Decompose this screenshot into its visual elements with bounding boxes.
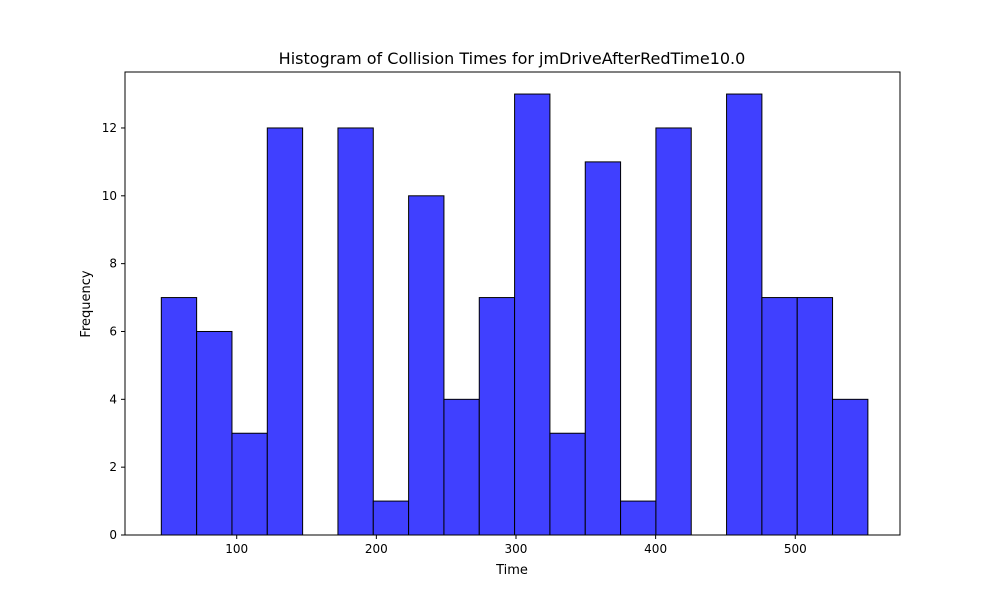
y-axis: 0 2 4 6 8 10 12	[102, 121, 125, 542]
y-tick-label: 0	[109, 528, 117, 542]
x-tick-label: 400	[644, 542, 667, 556]
histogram-bar	[549, 432, 586, 536]
histogram-bar	[761, 297, 798, 536]
bars-group	[160, 93, 869, 536]
histogram-bar	[160, 297, 198, 536]
y-tick-label: 12	[102, 121, 117, 135]
y-tick-label: 2	[109, 460, 117, 474]
x-axis-label: Time	[495, 563, 528, 578]
y-tick-label: 6	[109, 324, 117, 338]
histogram-bar	[443, 398, 480, 536]
histogram-bar	[655, 127, 692, 536]
x-tick-label: 100	[225, 542, 248, 556]
histogram-bar	[372, 500, 410, 536]
x-axis: 100 200 300 400 500	[225, 535, 807, 556]
y-tick-label: 8	[109, 257, 117, 271]
histogram-bar	[196, 330, 233, 536]
histogram-bar	[478, 297, 516, 536]
histogram-bar	[620, 500, 657, 536]
histogram-bar	[266, 127, 304, 536]
plot-frame	[124, 71, 901, 536]
histogram-bar	[796, 297, 834, 536]
histogram-bar	[514, 93, 551, 536]
histogram-bar	[408, 195, 445, 536]
histogram-bar	[231, 432, 268, 536]
histogram-bar	[337, 127, 374, 536]
y-tick-label: 10	[102, 189, 117, 203]
y-tick-label: 4	[109, 392, 117, 406]
chart-title: Histogram of Collision Times for jmDrive…	[279, 49, 746, 68]
histogram-bar	[726, 93, 763, 536]
x-tick-label: 500	[784, 542, 807, 556]
histogram-bar	[832, 398, 869, 536]
x-tick-label: 300	[505, 542, 528, 556]
x-tick-label: 200	[365, 542, 388, 556]
y-axis-label: Frequency	[79, 270, 94, 337]
histogram-bar	[584, 161, 622, 536]
